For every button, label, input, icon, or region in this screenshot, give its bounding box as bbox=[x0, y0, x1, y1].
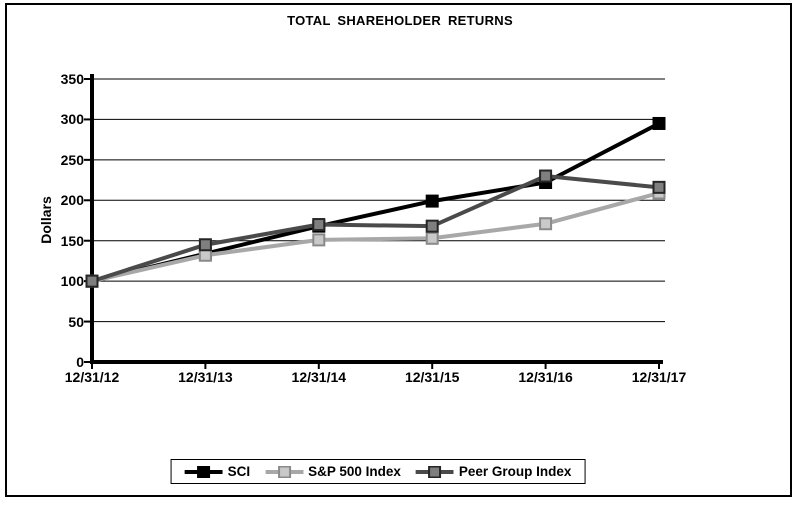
legend-entry: SCI bbox=[184, 464, 251, 479]
data-point-marker bbox=[539, 217, 553, 231]
data-point-marker bbox=[425, 194, 439, 208]
y-tick-label: 50 bbox=[68, 313, 84, 330]
series-line-s-p-500-index bbox=[91, 191, 660, 284]
y-tick-label: 150 bbox=[60, 232, 84, 249]
x-tick-label: 12/31/15 bbox=[404, 369, 460, 385]
data-point-marker bbox=[539, 169, 553, 183]
legend-marker-icon bbox=[415, 465, 454, 478]
data-point-marker bbox=[312, 233, 326, 247]
legend-marker-icon bbox=[184, 465, 223, 478]
data-point-marker bbox=[425, 231, 439, 245]
x-tick-label: 12/31/14 bbox=[291, 369, 347, 385]
series-line-peer-group-index bbox=[91, 173, 660, 284]
data-point-marker bbox=[198, 238, 212, 252]
data-point-marker bbox=[425, 219, 439, 233]
legend-marker-icon bbox=[265, 465, 304, 478]
y-tick-label: 0 bbox=[76, 354, 84, 370]
y-tick-label: 250 bbox=[60, 151, 84, 168]
y-tick-label: 300 bbox=[60, 111, 84, 128]
legend: SCI S&P 500 Index Peer Group Index bbox=[170, 459, 586, 484]
y-tick-label: 200 bbox=[60, 192, 84, 209]
x-tick-label: 12/31/17 bbox=[631, 369, 687, 385]
chart-title: TOTAL SHAREHOLDER RETURNS bbox=[287, 13, 513, 28]
series-line-sci bbox=[91, 121, 660, 284]
x-tick-label: 12/31/16 bbox=[518, 369, 573, 385]
legend-label: Peer Group Index bbox=[458, 464, 572, 479]
legend-label: SCI bbox=[227, 464, 251, 479]
data-point-marker bbox=[85, 274, 99, 288]
y-tick-label: 350 bbox=[60, 71, 84, 87]
data-point-marker bbox=[312, 218, 326, 232]
legend-label: S&P 500 Index bbox=[308, 464, 401, 479]
x-tick-label: 12/31/13 bbox=[178, 369, 233, 385]
data-point-marker bbox=[652, 180, 666, 194]
x-tick-label: 12/31/12 bbox=[64, 369, 120, 385]
data-point-marker bbox=[652, 116, 666, 130]
data-point-marker bbox=[198, 248, 212, 262]
y-tick-label: 100 bbox=[60, 273, 84, 290]
legend-entry: S&P 500 Index bbox=[265, 464, 401, 479]
chart-outer-border bbox=[5, 3, 792, 497]
legend-entry: Peer Group Index bbox=[415, 464, 572, 479]
